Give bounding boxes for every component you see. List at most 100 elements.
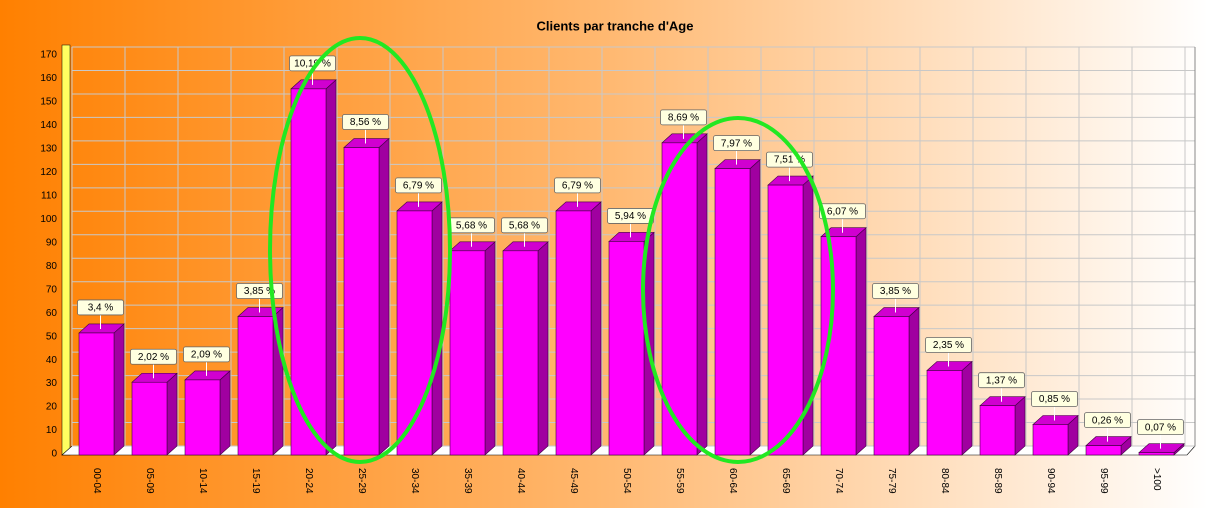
x-tick-label: 75-79 bbox=[886, 468, 897, 494]
bar-front bbox=[608, 241, 645, 456]
data-label: 6,79 % bbox=[403, 181, 434, 192]
data-label: 5,94 % bbox=[615, 211, 646, 222]
data-label: 0,85 % bbox=[1039, 394, 1070, 405]
bar-front bbox=[979, 405, 1016, 456]
data-label: 3,85 % bbox=[244, 286, 275, 297]
y-tick-label: 150 bbox=[40, 97, 57, 108]
left-wall bbox=[61, 44, 71, 456]
bar-front bbox=[343, 147, 380, 456]
bar-front bbox=[78, 332, 115, 456]
data-label: 8,56 % bbox=[350, 117, 381, 128]
label-box bbox=[925, 337, 972, 353]
data-label: 7,97 % bbox=[721, 138, 752, 149]
y-tick-label: 120 bbox=[40, 167, 57, 178]
bar-side bbox=[219, 370, 231, 456]
bar bbox=[396, 201, 443, 456]
data-label: 6,07 % bbox=[827, 206, 858, 217]
bar bbox=[608, 231, 655, 456]
bar-side bbox=[484, 241, 496, 456]
bar-side bbox=[749, 158, 761, 456]
bar-front bbox=[1138, 452, 1175, 456]
label-box bbox=[501, 217, 548, 234]
y-tick-label: 160 bbox=[40, 73, 57, 84]
bar-front bbox=[449, 250, 486, 456]
x-tick-label: 40-44 bbox=[515, 468, 526, 494]
x-tick-label: 20-24 bbox=[303, 468, 314, 494]
bar bbox=[290, 79, 337, 456]
bar bbox=[555, 201, 602, 456]
y-tick-label: 110 bbox=[41, 190, 57, 201]
bar-front bbox=[1032, 424, 1069, 456]
bar-side bbox=[590, 201, 602, 456]
bar bbox=[449, 241, 496, 456]
x-tick-label: 25-29 bbox=[356, 468, 367, 494]
y-tick-label: 10 bbox=[46, 425, 58, 436]
x-tick-label: 30-34 bbox=[409, 468, 420, 494]
y-tick-label: 50 bbox=[46, 331, 58, 342]
x-tick-label: 60-64 bbox=[727, 468, 738, 494]
x-tick-label: 05-09 bbox=[144, 468, 155, 494]
data-label: 5,68 % bbox=[456, 220, 487, 231]
data-label: 0,26 % bbox=[1092, 415, 1123, 426]
data-label: 2,09 % bbox=[191, 350, 222, 361]
label-box bbox=[660, 109, 707, 126]
bar-side bbox=[431, 201, 443, 456]
x-tick-label: 85-89 bbox=[992, 468, 1003, 494]
bar-side bbox=[166, 372, 178, 456]
y-tick-label: 90 bbox=[46, 237, 58, 248]
bar-front bbox=[873, 316, 910, 456]
bar-side bbox=[961, 360, 973, 456]
y-tick-label: 30 bbox=[46, 378, 58, 389]
data-label: 3,85 % bbox=[880, 286, 911, 297]
bar-front bbox=[290, 88, 327, 456]
highlight-ellipse bbox=[268, 36, 452, 464]
bar-front bbox=[237, 316, 274, 456]
bar bbox=[502, 241, 549, 456]
bar bbox=[131, 372, 178, 456]
bar-side bbox=[855, 227, 867, 456]
y-tick-label: 100 bbox=[40, 214, 57, 225]
data-label: 10,19 % bbox=[294, 58, 331, 69]
bar-side bbox=[1014, 396, 1026, 456]
label-box bbox=[1084, 412, 1131, 429]
y-tick-label: 140 bbox=[40, 120, 57, 131]
x-tick-label: 80-84 bbox=[939, 468, 950, 494]
bar-side bbox=[908, 306, 920, 456]
bar-front bbox=[555, 210, 592, 456]
data-label: 5,68 % bbox=[509, 220, 540, 231]
chart-title: Clients par tranche d'Age bbox=[537, 18, 694, 33]
bar-side bbox=[696, 133, 708, 456]
bar-front bbox=[661, 142, 698, 456]
bar-front bbox=[767, 184, 804, 456]
bar bbox=[184, 370, 231, 456]
highlight-ellipse bbox=[641, 116, 835, 464]
label-box bbox=[819, 203, 866, 220]
x-tick-label: 55-59 bbox=[674, 468, 685, 494]
label-box bbox=[395, 177, 442, 194]
data-label: 2,02 % bbox=[138, 352, 169, 363]
data-label: 7,51 % bbox=[774, 155, 805, 166]
bar bbox=[979, 396, 1026, 456]
x-tick-label: >100 bbox=[1151, 468, 1162, 491]
label-box bbox=[342, 114, 389, 130]
x-tick-label: 90-94 bbox=[1045, 468, 1056, 494]
bar bbox=[237, 306, 284, 456]
bar bbox=[1085, 435, 1132, 456]
y-tick-label: 40 bbox=[46, 355, 58, 366]
data-label: 2,35 % bbox=[933, 340, 964, 351]
bar-front bbox=[396, 210, 433, 456]
data-label: 3,4 % bbox=[88, 303, 114, 314]
bar bbox=[661, 133, 708, 456]
y-tick-label: 80 bbox=[46, 261, 58, 272]
x-tick-label: 15-19 bbox=[250, 468, 261, 494]
x-tick-label: 00-04 bbox=[91, 468, 102, 494]
y-tick-label: 130 bbox=[40, 144, 57, 155]
bar bbox=[1032, 414, 1079, 456]
y-tick-label: 70 bbox=[46, 284, 58, 295]
bar bbox=[926, 360, 973, 456]
bar-side bbox=[537, 241, 549, 456]
label-box bbox=[130, 348, 177, 365]
bar-front bbox=[926, 370, 963, 456]
